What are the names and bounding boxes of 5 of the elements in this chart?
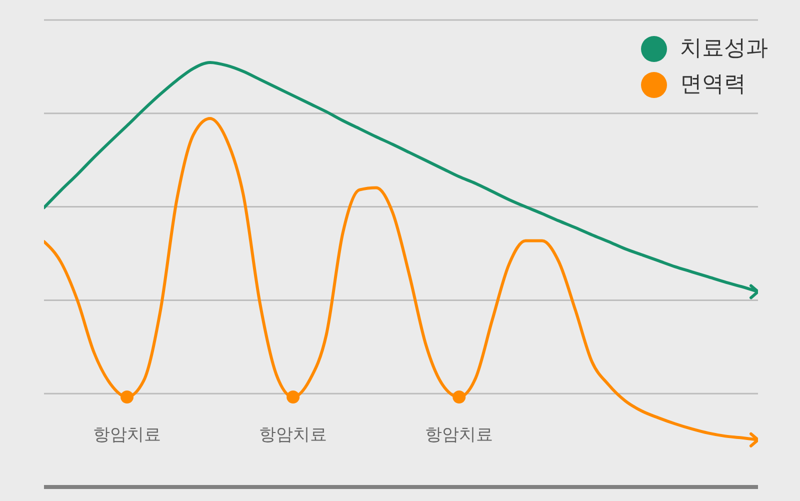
legend-label: 치료성과 [680,36,768,62]
x-tick-label: 항암치료 [93,425,162,445]
x-tick-label: 항암치료 [425,425,494,445]
legend-label: 면역력 [680,72,746,98]
x-tick-label: 항암치료 [259,425,328,445]
